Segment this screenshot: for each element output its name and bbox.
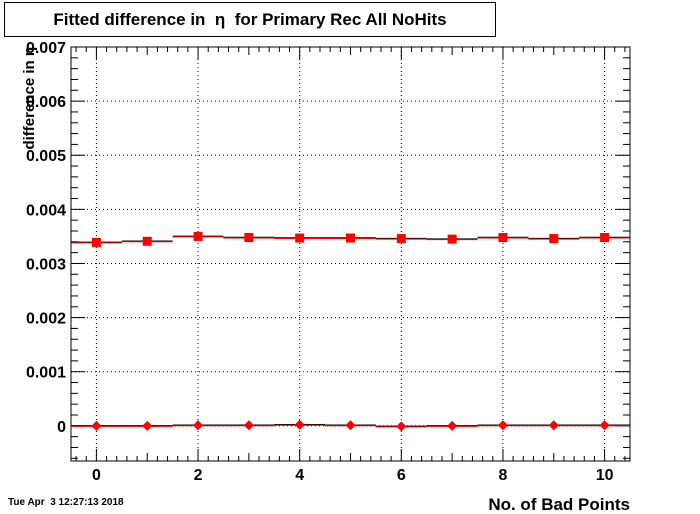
x-tick-label: 10 — [596, 467, 614, 484]
series-group — [71, 231, 630, 247]
timestamp: Tue Apr 3 12:27:13 2018 — [8, 497, 124, 508]
data-point-square — [142, 236, 152, 246]
x-tick-label: 0 — [92, 467, 101, 484]
y-tick-label: 0.001 — [26, 365, 66, 382]
data-point-diamond — [294, 419, 305, 430]
axis-ticks — [71, 46, 630, 461]
y-tick-label: 0.002 — [26, 311, 66, 328]
data-point-square — [447, 234, 457, 244]
data-point-diamond — [243, 420, 254, 431]
x-tick-labels: 0 2 4 6 8 10 — [92, 467, 614, 484]
data-point-diamond — [396, 421, 407, 432]
x-tick-label: 4 — [295, 467, 304, 484]
y-tick-labels: 0 0.001 0.002 0.003 0.004 0.005 0.006 0.007 — [26, 40, 66, 436]
x-tick-label: 2 — [194, 467, 203, 484]
data-point-square — [396, 234, 406, 244]
data-point-square — [244, 232, 254, 242]
x-axis-label: No. of Bad Points — [488, 495, 630, 514]
y-tick-label: 0.003 — [26, 256, 66, 273]
data-point-diamond — [548, 420, 559, 431]
data-point-square — [498, 232, 508, 242]
y-axis-label: difference in η — [21, 47, 38, 150]
data-point-diamond — [193, 420, 204, 431]
plot-frame — [70, 46, 631, 462]
data-point-square — [295, 233, 305, 243]
data-point-square — [549, 234, 559, 244]
x-tick-label: 6 — [397, 467, 406, 484]
y-tick-label: 0.005 — [26, 148, 66, 165]
x-tick-label: 8 — [499, 467, 508, 484]
data-point-square — [91, 237, 101, 247]
data-point-square — [600, 232, 610, 242]
grid — [71, 46, 630, 461]
data-point-square — [346, 233, 355, 243]
chart-title: Fitted difference in η for Primary Rec A… — [4, 2, 496, 37]
y-tick-label: 0.006 — [26, 94, 66, 111]
data-point-diamond — [599, 420, 610, 431]
y-tick-label: 0.007 — [26, 40, 66, 57]
y-tick-label: 0.004 — [26, 202, 66, 219]
data-point-diamond — [91, 420, 102, 431]
series-group — [71, 419, 630, 432]
data-point-square — [193, 231, 203, 241]
data-point-diamond — [497, 420, 508, 431]
y-tick-label: 0 — [57, 419, 66, 436]
data-point-diamond — [142, 420, 153, 431]
data-point-diamond — [345, 420, 356, 431]
data-point-diamond — [447, 420, 458, 431]
data-series — [71, 231, 630, 432]
